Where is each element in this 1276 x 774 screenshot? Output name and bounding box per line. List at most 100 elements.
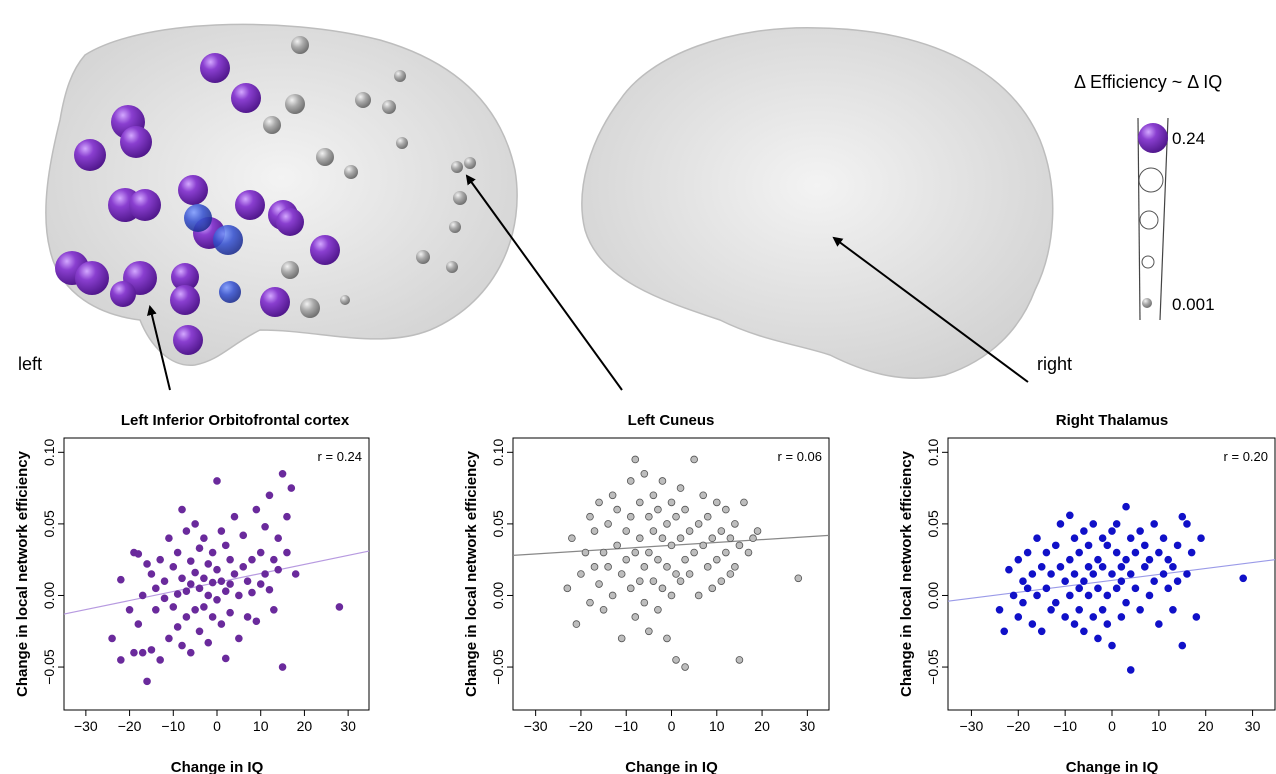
right-brain-render — [581, 27, 1054, 379]
data-point — [265, 585, 274, 594]
data-point — [1056, 563, 1065, 571]
data-point — [794, 574, 803, 583]
x-tick-label: 30 — [340, 718, 356, 734]
data-point — [217, 527, 226, 535]
x-tick-label: 0 — [1108, 718, 1116, 734]
data-point — [335, 603, 344, 611]
data-point — [645, 512, 653, 521]
data-point — [1056, 520, 1065, 528]
data-point — [274, 565, 283, 574]
data-point — [626, 512, 635, 521]
data-point — [195, 627, 204, 636]
data-point — [274, 534, 283, 543]
left-brain-node — [129, 189, 161, 221]
data-point — [152, 584, 160, 593]
data-point — [604, 520, 612, 528]
regression-line — [63, 550, 370, 615]
data-point — [740, 498, 748, 507]
legend-node-2 — [1139, 210, 1159, 230]
node-size-legend: Δ Efficiency ~ Δ IQ 0.24 0.001 — [1074, 72, 1222, 321]
x-tick-label: −10 — [614, 718, 638, 734]
data-point — [681, 663, 689, 671]
data-point — [658, 477, 667, 485]
y-tick-label: 0.05 — [490, 510, 506, 537]
data-point — [221, 654, 230, 663]
left-brain-node — [235, 190, 265, 220]
data-point — [1126, 570, 1135, 578]
data-point — [1141, 541, 1149, 550]
data-point — [1141, 563, 1149, 571]
data-point — [694, 591, 703, 600]
data-point — [182, 613, 191, 621]
data-point — [291, 570, 300, 578]
data-point — [631, 548, 640, 557]
legend-node-1 — [1141, 255, 1155, 269]
data-point — [1187, 548, 1196, 557]
x-tick-label: −10 — [1053, 718, 1077, 734]
data-point — [635, 498, 644, 507]
data-point — [1094, 634, 1102, 643]
left-brain-node — [446, 261, 458, 273]
data-point — [195, 544, 204, 553]
data-point — [1005, 565, 1013, 574]
left-brain-node — [281, 261, 299, 279]
data-point — [676, 534, 685, 543]
data-point — [160, 577, 169, 585]
data-point — [1112, 548, 1121, 557]
data-point — [1122, 502, 1130, 511]
data-point — [261, 570, 269, 578]
legend-max-label: 0.24 — [1172, 129, 1205, 148]
x-tick-label: −20 — [118, 718, 142, 734]
data-point — [672, 512, 680, 521]
data-point — [1150, 577, 1158, 585]
data-point — [173, 623, 182, 631]
data-point — [722, 548, 730, 557]
data-point — [1150, 520, 1158, 528]
plot-frame — [512, 437, 830, 711]
left-brain-node — [453, 191, 467, 205]
x-tick-label: −30 — [74, 718, 98, 734]
data-point — [1131, 584, 1140, 593]
data-point — [744, 548, 753, 557]
data-point — [1192, 613, 1201, 621]
data-point — [753, 527, 762, 535]
data-point — [731, 520, 739, 528]
data-point — [717, 527, 726, 535]
data-point — [1014, 555, 1023, 564]
data-point — [191, 520, 199, 528]
left-brain-node — [178, 175, 208, 205]
data-point — [672, 570, 680, 578]
data-point — [182, 587, 191, 595]
y-tick-label: 0.00 — [925, 582, 941, 609]
data-point — [165, 634, 173, 643]
data-point — [586, 598, 594, 607]
left-brain-node — [263, 116, 281, 134]
data-point — [182, 527, 191, 535]
data-point — [1084, 591, 1093, 600]
y-tick-label: 0.05 — [925, 510, 941, 537]
data-point — [226, 555, 234, 564]
data-point — [1164, 584, 1173, 593]
x-axis-label: Change in IQ — [171, 759, 264, 774]
data-point — [143, 560, 151, 568]
data-point — [631, 455, 640, 464]
data-point — [613, 541, 621, 550]
y-axis-label: Change in local network efficiency — [463, 450, 480, 697]
data-point — [200, 603, 208, 611]
regression-line — [947, 559, 1276, 602]
data-point — [117, 656, 125, 664]
data-point — [283, 548, 291, 557]
data-point — [1089, 520, 1098, 528]
data-point — [204, 591, 213, 600]
correlation-label: r = 0.06 — [778, 449, 822, 464]
data-point — [1028, 570, 1037, 578]
x-tick-label: −30 — [524, 718, 548, 734]
left-brain-node — [260, 287, 290, 317]
data-point — [622, 555, 631, 564]
data-point — [595, 580, 603, 588]
data-point — [640, 469, 649, 478]
data-point — [248, 555, 256, 564]
data-point — [581, 548, 590, 557]
data-point — [270, 605, 278, 614]
